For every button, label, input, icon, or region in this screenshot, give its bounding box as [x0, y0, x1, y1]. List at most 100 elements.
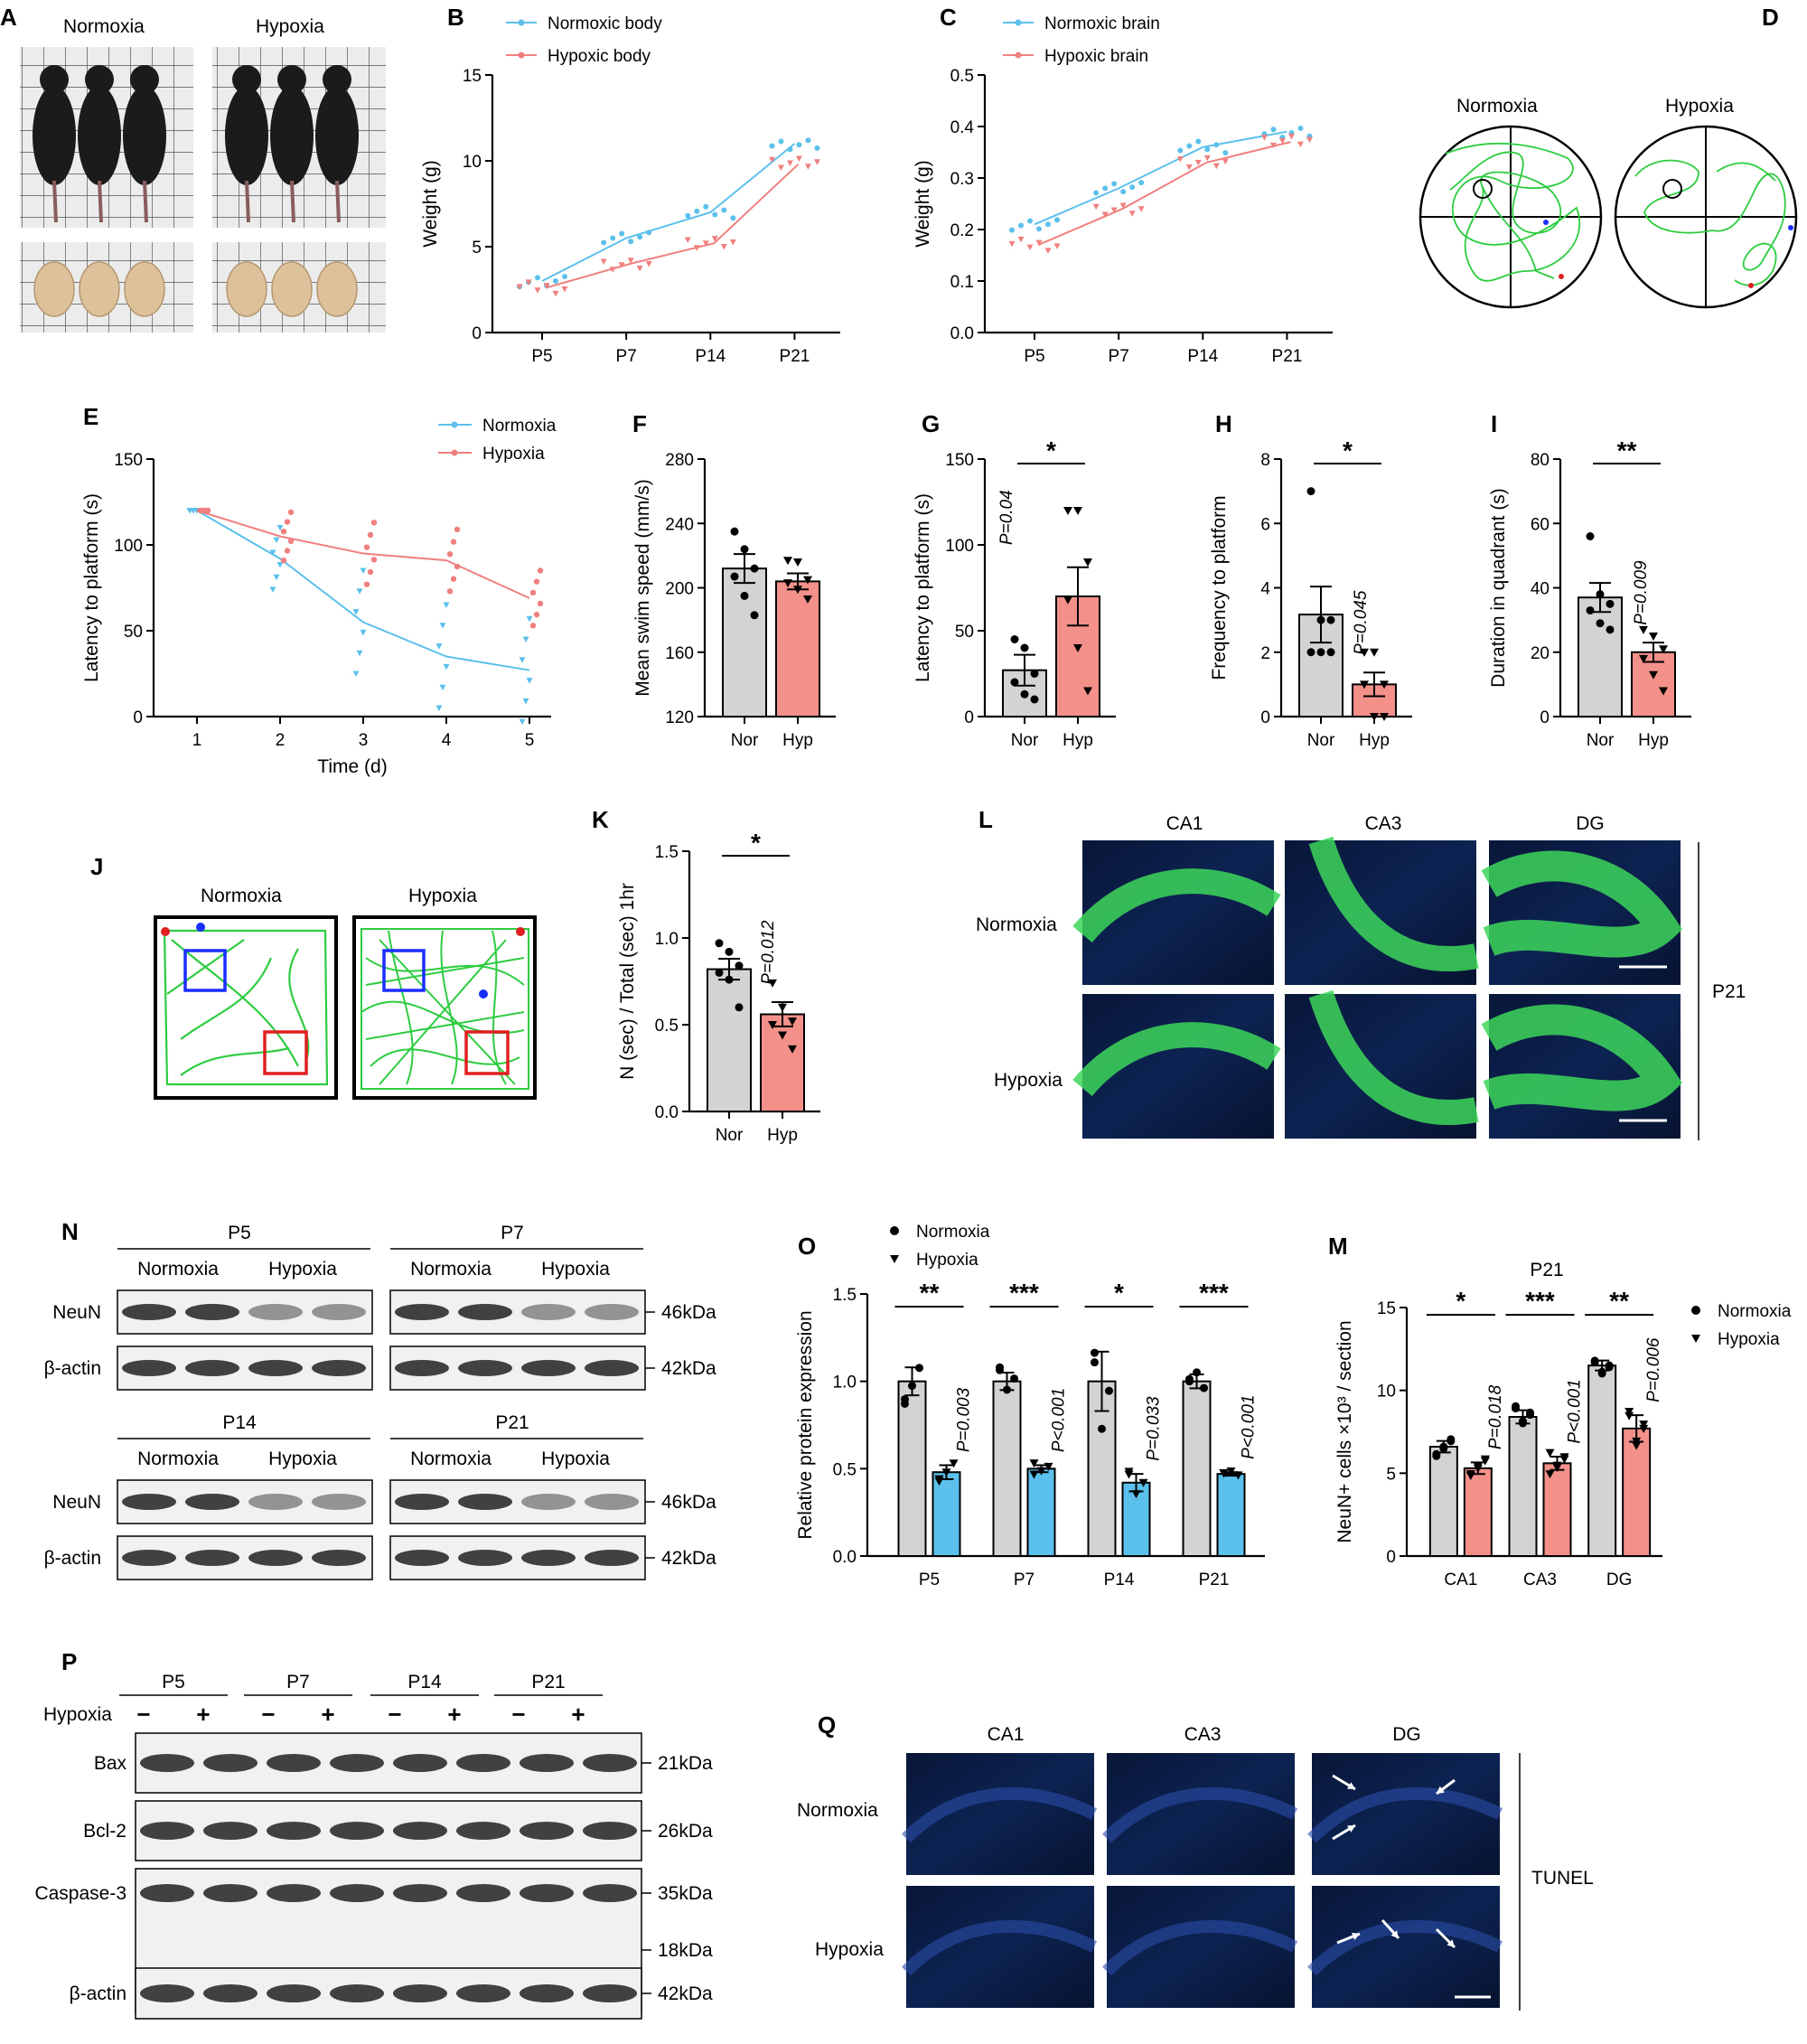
- chart-b-point: [646, 230, 652, 236]
- chart-f-ytick: 200: [665, 580, 694, 599]
- chart-k-point: [725, 975, 734, 984]
- panel-q-col-ca1: CA1: [988, 1724, 1025, 1745]
- panel-f-letter: F: [632, 410, 647, 437]
- chart-e-point: [435, 643, 443, 650]
- chart-o-point: [1003, 1385, 1011, 1394]
- chart-b-point: [805, 137, 811, 144]
- chart-e-point: [363, 581, 370, 587]
- chart-g-point: [1073, 507, 1082, 515]
- chart-m-significance: ***: [1525, 1287, 1555, 1315]
- chart-m-bar: [1428, 1446, 1458, 1557]
- chart-f-point: [730, 572, 739, 581]
- chart-c-point: [1306, 136, 1313, 144]
- chart-i-point: [1596, 590, 1605, 599]
- chart-c-point: [1036, 226, 1042, 232]
- chart-g-point: [1083, 558, 1092, 567]
- blot-band: [583, 1754, 637, 1772]
- panel-n-protein: β-actin: [44, 1548, 101, 1569]
- chart-b-point: [804, 164, 811, 170]
- blot-band: [185, 1360, 239, 1376]
- chart-k-ytick: 0.5: [655, 1017, 679, 1036]
- chart-h-xtick: Nor: [1307, 731, 1335, 750]
- chart-c-point: [1297, 125, 1304, 131]
- chart-b-point: [720, 243, 727, 250]
- blot-band: [458, 1304, 512, 1320]
- chart-o-point: [941, 1468, 951, 1477]
- chart-g-point: [1083, 687, 1092, 696]
- chart-m-xtick: CA3: [1523, 1571, 1557, 1589]
- chart-g-point: [1020, 643, 1029, 652]
- chart-e-ytick: 50: [124, 623, 143, 642]
- chart-h-point: [1360, 648, 1369, 657]
- panel-p-plus: +: [196, 1701, 210, 1728]
- chart-o-pvalue: P=0.003: [955, 1387, 974, 1452]
- panel-d-label-normoxia: Normoxia: [1456, 96, 1538, 117]
- chart-m-point: [1512, 1402, 1520, 1411]
- chart-o-point: [1138, 1478, 1148, 1487]
- panel-n-protein: NeuN: [52, 1492, 101, 1513]
- blot-band: [122, 1494, 176, 1510]
- chart-c-ytick: 0.4: [950, 118, 975, 137]
- panel-p-minus: −: [388, 1701, 401, 1728]
- chart-o-point: [1124, 1467, 1134, 1477]
- chart-i-xtick: Hyp: [1638, 731, 1669, 750]
- chart-g-ytick: 100: [945, 537, 974, 556]
- chart-f-ytick: 160: [665, 644, 694, 663]
- chart-f-point: [750, 611, 759, 620]
- chart-m-bar: [1508, 1416, 1538, 1557]
- chart-o-point: [915, 1364, 923, 1373]
- chart-h-point: [1326, 648, 1335, 657]
- panel-p-size: 18kDa: [658, 1940, 713, 1961]
- chart-e-point: [537, 600, 544, 607]
- panel-p-minus: −: [136, 1701, 150, 1728]
- chart-o-point: [1036, 1467, 1046, 1476]
- panel-p-letter: P: [61, 1648, 77, 1675]
- chart-c-point: [1053, 243, 1061, 249]
- chart-o-point: [996, 1363, 1004, 1372]
- chart-g-pvalue: P=0.04: [997, 490, 1016, 545]
- chart-e-point: [370, 520, 378, 526]
- panel-n-group: Hypoxia: [541, 1259, 610, 1280]
- chart-b-xtick: P21: [780, 347, 810, 366]
- blot-band: [267, 1984, 321, 2002]
- panel-q: Q CA1 CA3 DG Normoxia Hypoxia TUNEL: [797, 1711, 1594, 2011]
- panel-k-letter: K: [592, 806, 609, 833]
- chart-m-title: P21: [1530, 1260, 1563, 1280]
- panel-q-col-ca3: CA3: [1184, 1724, 1222, 1745]
- blot-band: [395, 1360, 449, 1376]
- chart-e-point: [519, 657, 526, 663]
- chart-c-point: [1269, 142, 1277, 149]
- blot-band: [393, 1884, 447, 1902]
- chart-k-point: [735, 1003, 744, 1012]
- blot-band: [583, 1984, 637, 2002]
- panel-d: D Normoxia Hypoxia: [1418, 4, 1798, 309]
- chart-h-xtick: Hyp: [1359, 731, 1390, 750]
- chart-b-point: [516, 284, 523, 290]
- blot-band: [583, 1884, 637, 1902]
- chart-c-point: [1120, 189, 1127, 195]
- chart-g-point: [1073, 644, 1082, 652]
- chart-e-point: [529, 589, 537, 596]
- panel-g-letter: G: [922, 410, 940, 437]
- chart-e-point: [356, 588, 363, 595]
- chart-e-point: [273, 537, 280, 544]
- chart-c-point: [1111, 181, 1118, 187]
- chart-b-point: [796, 142, 802, 148]
- panel-a-label-normoxia: Normoxia: [63, 16, 145, 37]
- chart-m-point: [1545, 1449, 1555, 1458]
- chart-m-point: [1597, 1367, 1606, 1376]
- chart-h-point: [1326, 615, 1335, 624]
- chart-f-point: [793, 586, 802, 595]
- chart-o-xtick: P5: [919, 1571, 940, 1589]
- panel-l-letter: L: [978, 806, 993, 833]
- chart-g-significance: *: [1046, 436, 1056, 464]
- chart-f-ytick: 280: [665, 451, 694, 470]
- blot-band: [185, 1304, 239, 1320]
- panel-q-letter: Q: [818, 1711, 836, 1739]
- chart-c-point: [1026, 244, 1034, 251]
- chart-b-point: [627, 258, 634, 264]
- chart-b-point: [562, 273, 567, 279]
- panel-o-letter: O: [798, 1233, 816, 1260]
- chart-e-point: [367, 568, 374, 576]
- chart-c-point: [1110, 207, 1118, 213]
